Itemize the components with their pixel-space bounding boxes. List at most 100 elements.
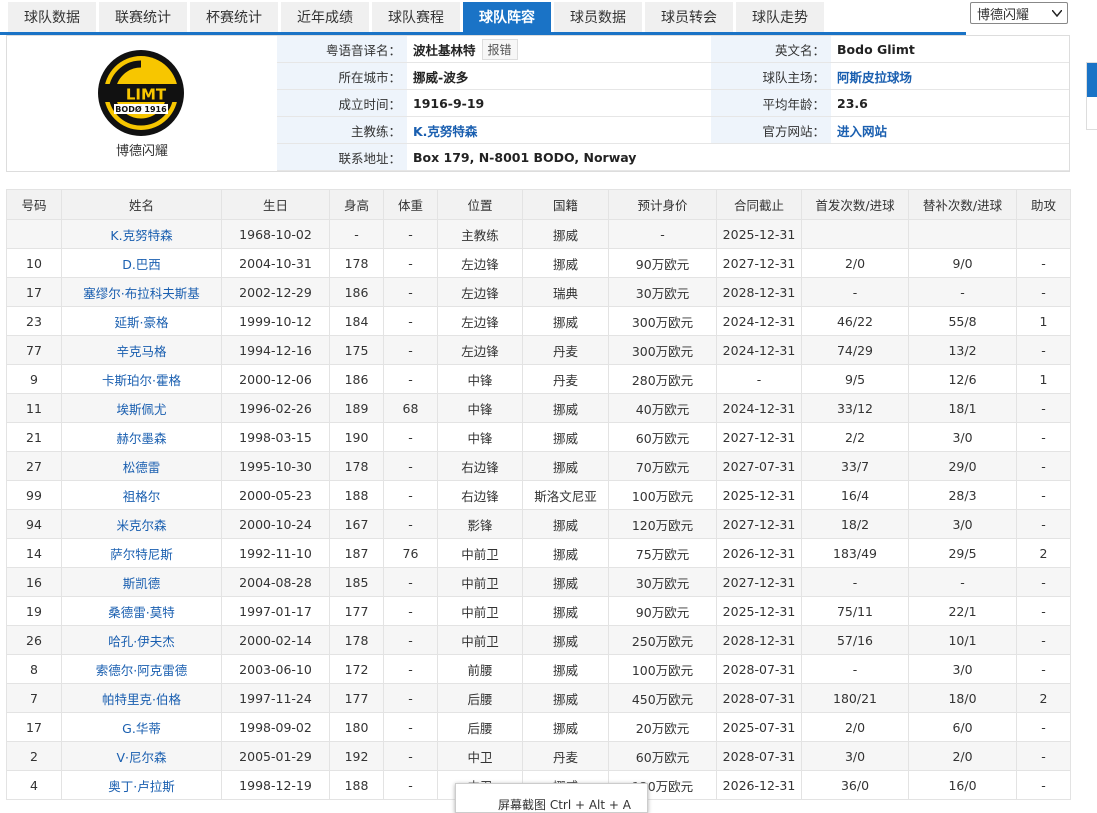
player-name[interactable]: 桑德雷·莫特: [61, 596, 222, 626]
cell: 177: [329, 683, 384, 713]
player-name[interactable]: 卡斯珀尔·霍格: [61, 364, 222, 394]
cell: 29/5: [908, 538, 1017, 568]
cell: 2/0: [801, 712, 909, 742]
cell: 74/29: [801, 335, 909, 365]
cell: 36/0: [801, 770, 909, 800]
player-name[interactable]: 索德尔·阿克雷德: [61, 654, 222, 684]
cell: 挪威: [522, 567, 609, 597]
cell: 6/0: [908, 712, 1017, 742]
cell: 中锋: [437, 393, 523, 423]
player-name[interactable]: 米克尔森: [61, 509, 222, 539]
cell: 186: [329, 364, 384, 394]
cell: -: [801, 277, 909, 307]
column-header: 助攻: [1016, 189, 1071, 220]
player-name[interactable]: 祖格尔: [61, 480, 222, 510]
info-value[interactable]: 进入网站: [831, 117, 887, 143]
player-name[interactable]: 赫尔墨森: [61, 422, 222, 452]
cell: 3/0: [908, 509, 1017, 539]
info-value[interactable]: 阿斯皮拉球场: [831, 63, 912, 89]
cell: 2000-05-23: [221, 480, 330, 510]
cell: 4: [6, 770, 62, 800]
cell: 60万欧元: [608, 422, 717, 452]
info-value: 1916-9-19: [407, 90, 484, 116]
player-name[interactable]: G.华蒂: [61, 712, 222, 742]
player-name[interactable]: 埃斯佩尤: [61, 393, 222, 423]
cell: 2000-02-14: [221, 625, 330, 655]
cell: 172: [329, 654, 384, 684]
cell: 250万欧元: [608, 625, 717, 655]
cell: 40万欧元: [608, 393, 717, 423]
tab[interactable]: 杯赛统计: [190, 2, 278, 32]
column-header: 体重: [383, 189, 438, 220]
side-toolbar[interactable]: [1086, 62, 1097, 130]
cell: -: [908, 567, 1017, 597]
player-name[interactable]: 奥丁·卢拉斯: [61, 770, 222, 800]
cell: 180/21: [801, 683, 909, 713]
team-select[interactable]: 博德闪耀: [970, 2, 1068, 24]
info-value-text[interactable]: 阿斯皮拉球场: [837, 69, 913, 85]
header-row: 号码 姓名 生日 身高 体重 位置 国籍 预计身价 合同截止 首发次数/进球 替补次数/进球 助攻: [6, 189, 1071, 220]
cell: 16: [6, 567, 62, 597]
cell: 1999-10-12: [221, 306, 330, 336]
player-name[interactable]: 松德雷: [61, 451, 222, 481]
player-name[interactable]: V·尼尔森: [61, 741, 222, 771]
info-value[interactable]: K.克努特森: [407, 117, 477, 143]
tab[interactable]: 近年成绩: [281, 2, 369, 32]
cell: 挪威: [522, 248, 609, 278]
player-name[interactable]: 萨尔特尼斯: [61, 538, 222, 568]
cell: 75/11: [801, 596, 909, 626]
info-value-text: 挪威-波多: [413, 69, 469, 85]
cell: 9/5: [801, 364, 909, 394]
cell: -: [801, 654, 909, 684]
cell: 2000-12-06: [221, 364, 330, 394]
cell: 46/22: [801, 306, 909, 336]
cell: 100万欧元: [608, 480, 717, 510]
tab[interactable]: 球队赛程: [372, 2, 460, 32]
player-name[interactable]: 斯凯德: [61, 567, 222, 597]
player-name[interactable]: 塞缪尔·布拉科夫斯基: [61, 277, 222, 307]
cell: 68: [383, 393, 438, 423]
cell: 1998-03-15: [221, 422, 330, 452]
cell: 2028-12-31: [716, 277, 802, 307]
tab[interactable]: 球员数据: [554, 2, 642, 32]
cell: 2027-12-31: [716, 422, 802, 452]
player-name[interactable]: 哈孔·伊夫杰: [61, 625, 222, 655]
player-name[interactable]: 延斯·豪格: [61, 306, 222, 336]
cell: 挪威: [522, 654, 609, 684]
info-label: 球队主场：: [711, 63, 831, 89]
cell: 斯洛文尼亚: [522, 480, 609, 510]
cell: 2025-12-31: [716, 596, 802, 626]
info-value: Box 179, N-8001 BODO, Norway: [407, 144, 636, 170]
tab[interactable]: 球队数据: [8, 2, 96, 32]
cell: 17: [6, 712, 62, 742]
info-value-text: 1916-9-19: [413, 95, 485, 111]
cell: 300万欧元: [608, 335, 717, 365]
player-name[interactable]: 辛克马格: [61, 335, 222, 365]
report-button[interactable]: 报错: [481, 38, 518, 60]
cell: 10: [6, 248, 62, 278]
info-value-text[interactable]: K.克努特森: [413, 123, 478, 139]
cell: 2004-08-28: [221, 567, 330, 597]
tab[interactable]: 球队阵容: [463, 2, 551, 32]
cell: 前腰: [437, 654, 523, 684]
player-name[interactable]: D.巴西: [61, 248, 222, 278]
cell: 挪威: [522, 509, 609, 539]
cell: 挪威: [522, 393, 609, 423]
info-label: 成立时间：: [277, 90, 407, 116]
cell: -: [1016, 712, 1071, 742]
cell: 2/0: [908, 741, 1017, 771]
cell: 挪威: [522, 538, 609, 568]
cell: 右边锋: [437, 480, 523, 510]
player-row: 2 V·尼尔森 2005-01-29 192- 中卫 丹麦 60万欧元 2028-07-31 3…: [6, 741, 1071, 771]
player-name[interactable]: 帕特里克·伯格: [61, 683, 222, 713]
cell: 280万欧元: [608, 364, 717, 394]
cell: -: [383, 248, 438, 278]
tab[interactable]: 球员转会: [645, 2, 733, 32]
info-row: 粤语音译名： 波杜基林特 报错 英文名： Bodo Glimt: [277, 36, 1069, 63]
tab[interactable]: 联赛统计: [99, 2, 187, 32]
cell: 18/1: [908, 393, 1017, 423]
player-name[interactable]: K.克努特森: [61, 219, 222, 249]
tab[interactable]: 球队走势: [736, 2, 824, 32]
info-value-text[interactable]: 进入网站: [837, 123, 888, 139]
player-row: 14 萨尔特尼斯 1992-11-10 187 76 中前卫 挪威 75万欧元 2026-12-…: [6, 538, 1071, 568]
